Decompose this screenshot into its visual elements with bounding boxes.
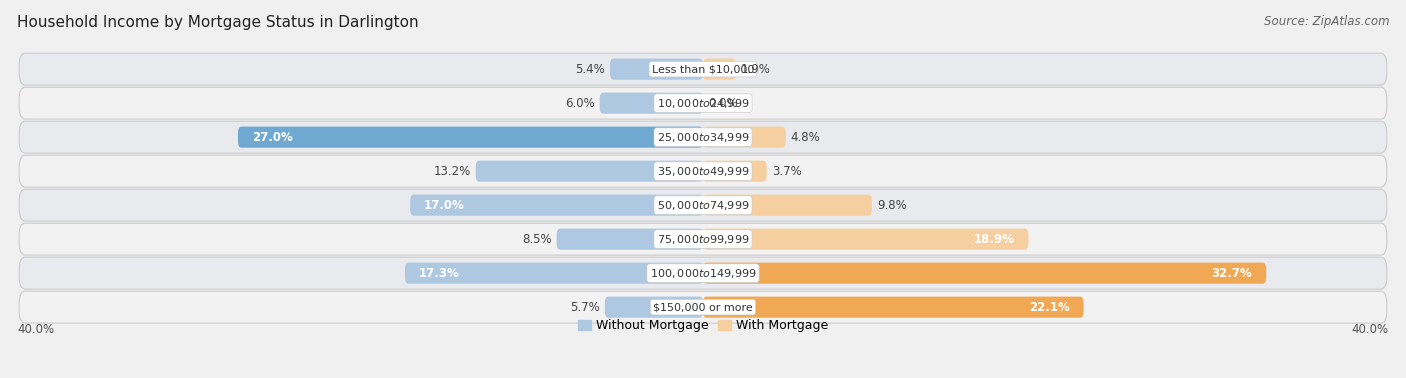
Text: 22.1%: 22.1% xyxy=(1029,301,1070,314)
FancyBboxPatch shape xyxy=(20,87,1386,119)
Text: 17.3%: 17.3% xyxy=(419,266,460,280)
Text: 27.0%: 27.0% xyxy=(252,131,292,144)
Text: 17.0%: 17.0% xyxy=(425,199,465,212)
Text: Less than $10,000: Less than $10,000 xyxy=(652,64,754,74)
Text: Source: ZipAtlas.com: Source: ZipAtlas.com xyxy=(1264,15,1389,28)
Text: 40.0%: 40.0% xyxy=(1351,323,1389,336)
FancyBboxPatch shape xyxy=(20,189,1386,221)
Text: $35,000 to $49,999: $35,000 to $49,999 xyxy=(657,165,749,178)
Text: 6.0%: 6.0% xyxy=(565,97,595,110)
Text: 4.8%: 4.8% xyxy=(790,131,821,144)
Text: 40.0%: 40.0% xyxy=(17,323,55,336)
Text: 5.7%: 5.7% xyxy=(569,301,599,314)
FancyBboxPatch shape xyxy=(605,297,703,318)
FancyBboxPatch shape xyxy=(20,257,1386,289)
Text: $10,000 to $24,999: $10,000 to $24,999 xyxy=(657,97,749,110)
Text: $100,000 to $149,999: $100,000 to $149,999 xyxy=(650,266,756,280)
FancyBboxPatch shape xyxy=(405,263,703,284)
FancyBboxPatch shape xyxy=(703,297,1084,318)
Text: $75,000 to $99,999: $75,000 to $99,999 xyxy=(657,232,749,246)
FancyBboxPatch shape xyxy=(20,155,1386,187)
Text: 18.9%: 18.9% xyxy=(974,232,1015,246)
FancyBboxPatch shape xyxy=(610,59,703,80)
FancyBboxPatch shape xyxy=(557,229,703,250)
FancyBboxPatch shape xyxy=(20,291,1386,323)
Text: $50,000 to $74,999: $50,000 to $74,999 xyxy=(657,199,749,212)
FancyBboxPatch shape xyxy=(238,127,703,148)
Text: 3.7%: 3.7% xyxy=(772,165,801,178)
Text: 1.9%: 1.9% xyxy=(741,63,770,76)
FancyBboxPatch shape xyxy=(599,93,703,114)
FancyBboxPatch shape xyxy=(703,195,872,216)
Legend: Without Mortgage, With Mortgage: Without Mortgage, With Mortgage xyxy=(578,319,828,332)
Text: 13.2%: 13.2% xyxy=(433,165,471,178)
FancyBboxPatch shape xyxy=(20,121,1386,153)
Text: $150,000 or more: $150,000 or more xyxy=(654,302,752,312)
Text: Household Income by Mortgage Status in Darlington: Household Income by Mortgage Status in D… xyxy=(17,15,419,30)
FancyBboxPatch shape xyxy=(703,161,766,182)
FancyBboxPatch shape xyxy=(703,127,786,148)
FancyBboxPatch shape xyxy=(703,59,735,80)
FancyBboxPatch shape xyxy=(20,223,1386,255)
Text: $25,000 to $34,999: $25,000 to $34,999 xyxy=(657,131,749,144)
Text: 8.5%: 8.5% xyxy=(522,232,551,246)
FancyBboxPatch shape xyxy=(411,195,703,216)
Text: 0.0%: 0.0% xyxy=(709,97,738,110)
FancyBboxPatch shape xyxy=(475,161,703,182)
Text: 9.8%: 9.8% xyxy=(877,199,907,212)
FancyBboxPatch shape xyxy=(703,229,1029,250)
Text: 5.4%: 5.4% xyxy=(575,63,605,76)
FancyBboxPatch shape xyxy=(20,53,1386,85)
FancyBboxPatch shape xyxy=(703,263,1267,284)
Text: 32.7%: 32.7% xyxy=(1212,266,1253,280)
